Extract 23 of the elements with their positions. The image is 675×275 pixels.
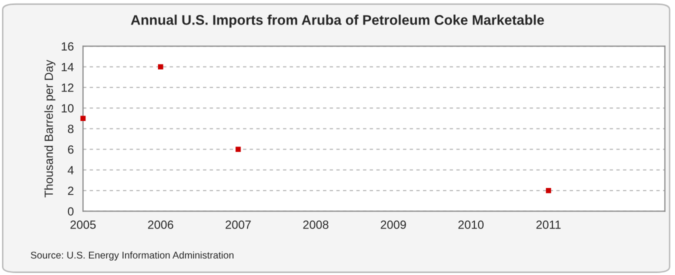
y-axis-title: Thousand Barrels per Day [44, 60, 56, 198]
y-tick-label: 12 [62, 83, 74, 92]
x-tick-label: 2005 [70, 220, 96, 229]
x-tick-label: 2009 [380, 220, 406, 229]
y-tick-label: 2 [68, 186, 74, 195]
point [80, 116, 86, 121]
x-tick-label: 2010 [458, 220, 484, 229]
y-tick-label: 16 [62, 42, 74, 51]
chart-title: Annual U.S. Imports from Aruba of Petroleum Coke Marketable [130, 14, 544, 28]
point [546, 188, 552, 194]
x-tick-label: 2007 [226, 220, 251, 229]
x-tick-label: 2011 [536, 220, 561, 229]
point [158, 64, 164, 70]
y-tick-label: 10 [62, 104, 74, 112]
x-tick-label: 2006 [148, 220, 174, 229]
x-tick-label: 2008 [303, 220, 328, 229]
y-tick-label: 14 [62, 62, 74, 72]
y-tick-label: 0 [68, 207, 74, 216]
y-tick-label: 4 [68, 166, 74, 174]
y-tick-label: 6 [68, 145, 74, 154]
point [236, 146, 241, 152]
y-tick-label: 8 [68, 124, 74, 134]
source-note: Source: U.S. Energy Information Administration [30, 251, 234, 261]
